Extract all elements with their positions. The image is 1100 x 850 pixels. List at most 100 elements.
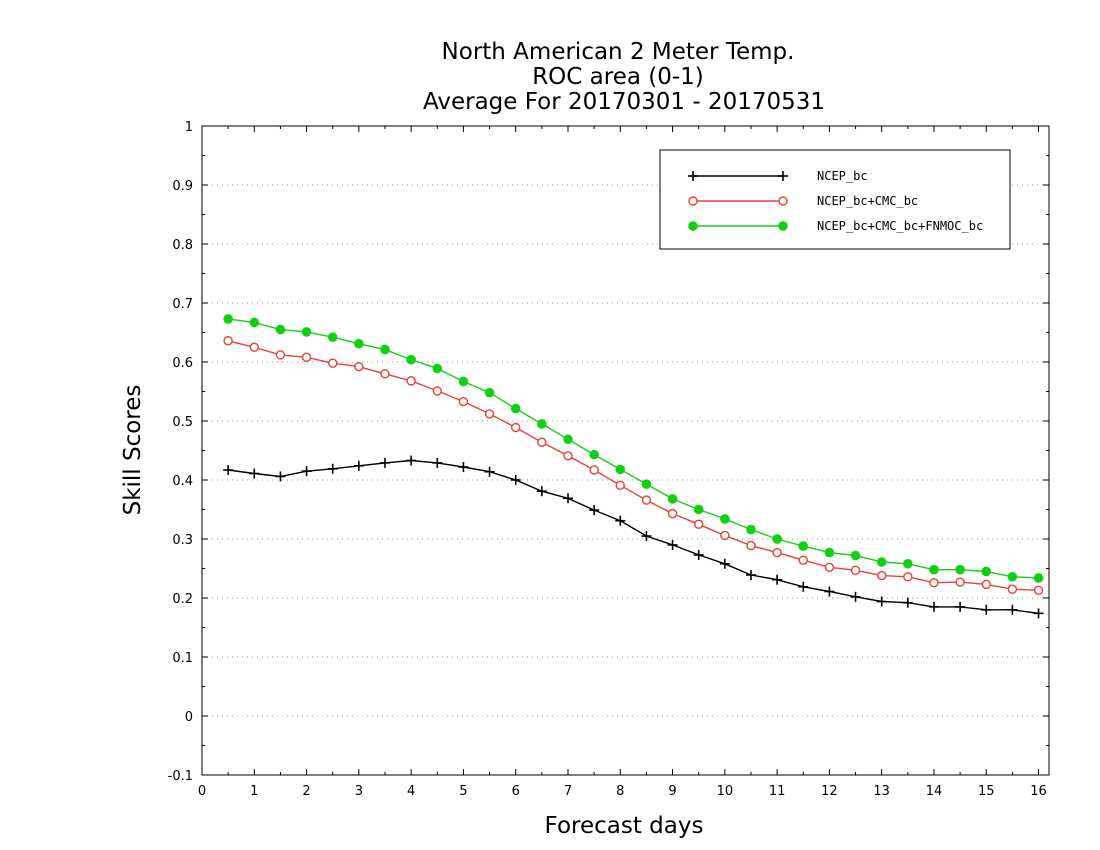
x-tick-label: 8	[616, 784, 624, 799]
data-point	[902, 597, 913, 608]
data-point	[275, 471, 286, 482]
chart-title-line-1: North American 2 Meter Temp.	[442, 39, 795, 65]
data-point	[484, 387, 495, 398]
data-point	[693, 504, 704, 515]
x-tick-label: 13	[873, 784, 890, 799]
data-point	[1007, 604, 1018, 615]
legend-marker	[688, 196, 698, 206]
y-tick-label: 0.8	[172, 238, 193, 253]
x-tick-label: 5	[459, 784, 467, 799]
data-point	[641, 495, 652, 505]
legend-marker	[778, 221, 788, 231]
data-point	[536, 486, 547, 497]
data-point	[458, 462, 469, 473]
data-point	[563, 434, 573, 445]
legend: NCEP_bc NCEP_bc+CMC_bc NCEP_bc+CMC_bc+FNMO…	[659, 149, 1011, 250]
legend-marker	[688, 221, 698, 231]
chart-title-line-2: ROC area (0-1)	[532, 64, 704, 90]
data-point	[223, 336, 233, 346]
x-tick-label: 9	[668, 784, 676, 799]
x-tick-label: 4	[407, 784, 415, 799]
data-point	[327, 463, 338, 474]
data-point	[354, 338, 364, 349]
data-point	[981, 566, 992, 577]
legend-marker	[688, 171, 698, 181]
data-point	[615, 480, 625, 491]
data-point	[1033, 608, 1044, 619]
data-point	[693, 519, 704, 529]
data-point	[929, 577, 939, 588]
data-point	[824, 586, 835, 597]
data-point	[955, 564, 965, 575]
data-point	[589, 449, 599, 460]
y-tick-label: 0.1	[172, 651, 193, 666]
data-point	[981, 604, 992, 615]
series-1	[223, 455, 1044, 619]
series-3	[223, 314, 1044, 583]
series-line	[228, 459, 1039, 614]
data-point	[589, 465, 599, 475]
data-point	[275, 350, 286, 360]
data-point	[1007, 584, 1018, 594]
data-point	[850, 550, 861, 561]
data-point	[354, 362, 364, 372]
data-point	[432, 363, 443, 374]
data-point	[380, 344, 390, 355]
data-point	[223, 464, 234, 475]
y-tick-label: 0	[185, 710, 193, 725]
x-tick-label: 0	[198, 784, 206, 799]
data-point	[510, 403, 521, 414]
legend-item: NCEP_bc+CMC_bc	[688, 194, 918, 208]
series-2	[223, 336, 1044, 596]
legend-marker	[778, 196, 788, 206]
data-point	[746, 540, 756, 551]
series-line	[227, 340, 1039, 591]
data-point	[667, 539, 678, 550]
data-point	[667, 508, 678, 519]
x-tick-label: 12	[821, 784, 838, 799]
data-point	[589, 505, 600, 516]
data-point	[667, 494, 678, 504]
x-axis-label: Forecast days	[545, 813, 704, 839]
data-point	[903, 558, 913, 569]
y-tick-label: 0.9	[172, 179, 193, 194]
series-layer	[223, 314, 1044, 619]
legend-marker	[778, 171, 788, 181]
data-point	[432, 386, 442, 396]
data-point	[641, 531, 652, 542]
data-point	[301, 466, 312, 477]
y-tick-label: 1	[185, 120, 193, 135]
data-point	[406, 376, 416, 386]
data-point	[562, 493, 573, 504]
data-point	[772, 574, 783, 585]
data-point	[301, 352, 312, 362]
x-tick-label: 10	[717, 784, 734, 799]
data-point	[484, 466, 495, 477]
data-point	[1007, 571, 1018, 582]
gridlines	[202, 184, 1049, 717]
data-point	[903, 572, 913, 582]
data-point	[1033, 585, 1044, 596]
x-tick-label: 7	[564, 784, 572, 799]
data-point	[798, 541, 809, 551]
x-tick-label: 3	[355, 784, 363, 799]
legend-item: NCEP_bc	[688, 169, 868, 183]
data-point	[955, 601, 966, 612]
data-point	[955, 577, 965, 587]
data-point	[484, 409, 495, 419]
data-point	[249, 468, 260, 479]
data-point	[720, 514, 730, 524]
data-point	[641, 479, 652, 489]
y-axis-label: Skill Scores	[120, 385, 146, 516]
legend-item: NCEP_bc+CMC_bc+FNMOC_bc	[688, 219, 983, 233]
data-point	[615, 515, 626, 526]
axes: -0.100.10.20.30.40.50.60.70.80.910 1 2 3 4 5 6…	[168, 120, 1049, 799]
data-point	[379, 457, 390, 468]
data-point	[537, 419, 547, 429]
data-point	[772, 534, 782, 544]
data-point	[719, 558, 730, 569]
data-point	[928, 601, 939, 612]
data-point	[876, 596, 887, 607]
data-point	[745, 569, 756, 580]
